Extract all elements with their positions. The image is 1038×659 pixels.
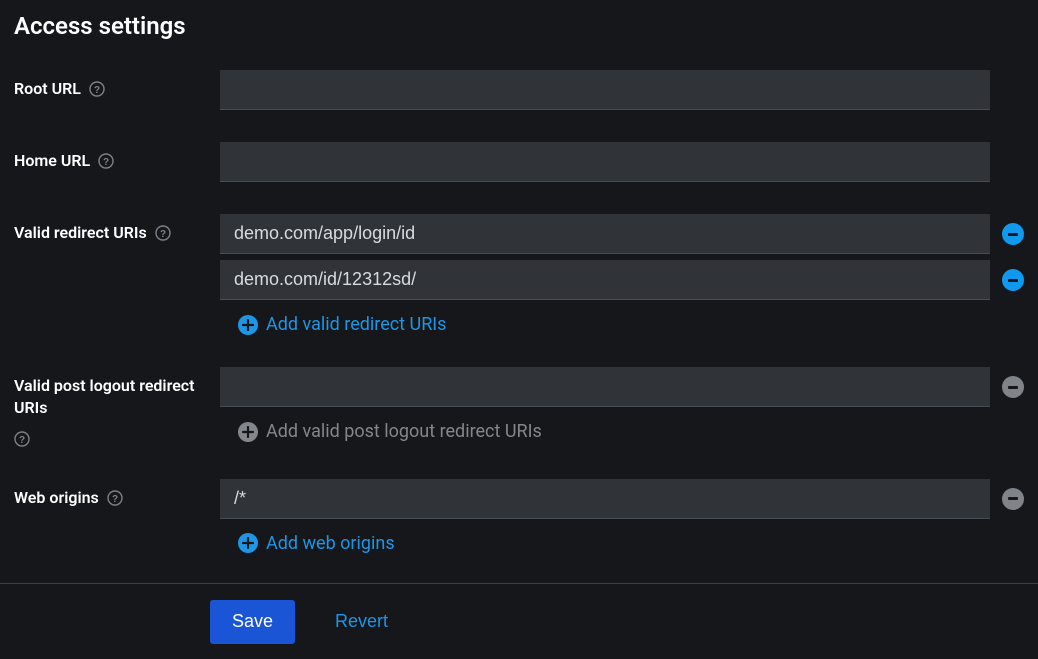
help-icon[interactable]: ? [98,153,114,169]
minus-icon [1008,233,1018,236]
help-icon[interactable]: ? [14,431,30,447]
help-icon[interactable]: ? [155,225,171,241]
valid-post-logout-redirect-uris-label-text: Valid post logout redirect URIs [14,375,220,420]
svg-text:?: ? [160,229,166,240]
svg-text:?: ? [94,85,100,96]
valid-post-logout-redirect-uri-input[interactable] [220,367,990,407]
remove-web-origin-button[interactable] [1002,488,1024,510]
svg-text:?: ? [112,494,118,505]
root-url-label: Root URL ? [14,70,220,100]
home-url-input[interactable] [220,142,990,182]
plus-circle-icon [238,533,258,553]
remove-redirect-uri-button[interactable] [1002,223,1024,245]
help-icon[interactable]: ? [89,81,105,97]
field-valid-post-logout-redirect-uris: Valid post logout redirect URIs ? Add va… [14,367,1024,447]
footer: Save Revert [0,583,1038,659]
field-home-url: Home URL ? [14,142,1024,182]
root-url-label-text: Root URL [14,78,81,100]
home-url-label-text: Home URL [14,150,90,172]
add-valid-redirect-uris-link[interactable]: Add valid redirect URIs [238,314,1024,335]
help-icon[interactable]: ? [107,490,123,506]
section-title: Access settings [14,12,1024,40]
revert-button[interactable]: Revert [335,611,388,632]
remove-post-logout-redirect-uri-button[interactable] [1002,376,1024,398]
web-origin-input[interactable] [220,479,990,519]
valid-redirect-uris-label: Valid redirect URIs ? [14,214,220,244]
add-web-origins-label: Add web origins [266,533,395,554]
minus-icon [1008,497,1018,500]
valid-redirect-uri-input[interactable] [220,214,990,254]
minus-icon [1008,279,1018,282]
valid-redirect-uri-input[interactable] [220,260,990,300]
web-origins-label-text: Web origins [14,487,99,509]
add-valid-post-logout-redirect-uris-link[interactable]: Add valid post logout redirect URIs [238,421,1024,442]
add-valid-redirect-uris-label: Add valid redirect URIs [266,314,446,335]
svg-text:?: ? [19,435,25,446]
valid-post-logout-redirect-uris-label: Valid post logout redirect URIs ? [14,367,220,447]
add-web-origins-link[interactable]: Add web origins [238,533,1024,554]
valid-redirect-uris-label-text: Valid redirect URIs [14,222,147,244]
home-url-label: Home URL ? [14,142,220,172]
field-root-url: Root URL ? [14,70,1024,110]
save-button[interactable]: Save [210,600,295,644]
plus-circle-icon [238,422,258,442]
add-valid-post-logout-redirect-uris-label: Add valid post logout redirect URIs [266,421,542,442]
plus-circle-icon [238,315,258,335]
svg-text:?: ? [103,157,109,168]
root-url-input[interactable] [220,70,990,110]
web-origins-label: Web origins ? [14,479,220,509]
minus-icon [1008,386,1018,389]
remove-redirect-uri-button[interactable] [1002,269,1024,291]
field-valid-redirect-uris: Valid redirect URIs ? Ad [14,214,1024,335]
field-web-origins: Web origins ? Add web origins [14,479,1024,554]
